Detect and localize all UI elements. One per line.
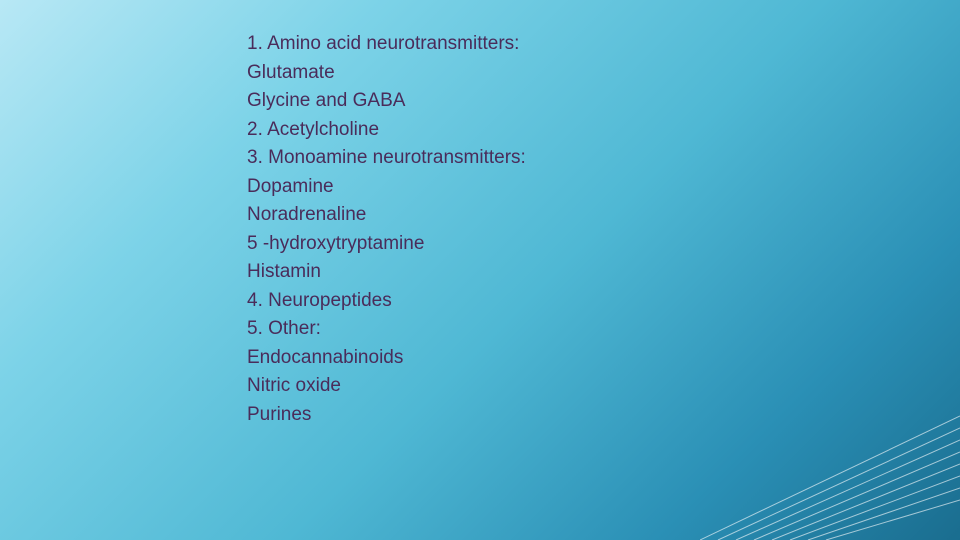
text-line: 3. Monoamine neurotransmitters:	[247, 144, 526, 173]
text-line: 1. Amino acid neurotransmitters:	[247, 30, 526, 59]
text-line: Purines	[247, 401, 526, 430]
text-line: Nitric oxide	[247, 372, 526, 401]
corner-lines-icon	[700, 380, 960, 540]
text-line: 5. Other:	[247, 315, 526, 344]
text-line: 4. Neuropeptides	[247, 287, 526, 316]
text-line: Noradrenaline	[247, 201, 526, 230]
text-line: Dopamine	[247, 173, 526, 202]
text-line: Endocannabinoids	[247, 344, 526, 373]
text-line: Glycine and GABA	[247, 87, 526, 116]
slide-text-block: 1. Amino acid neurotransmitters: Glutama…	[247, 30, 526, 429]
text-line: Glutamate	[247, 59, 526, 88]
text-line: 2. Acetylcholine	[247, 116, 526, 145]
text-line: Histamin	[247, 258, 526, 287]
text-line: 5 -hydroxytryptamine	[247, 230, 526, 259]
